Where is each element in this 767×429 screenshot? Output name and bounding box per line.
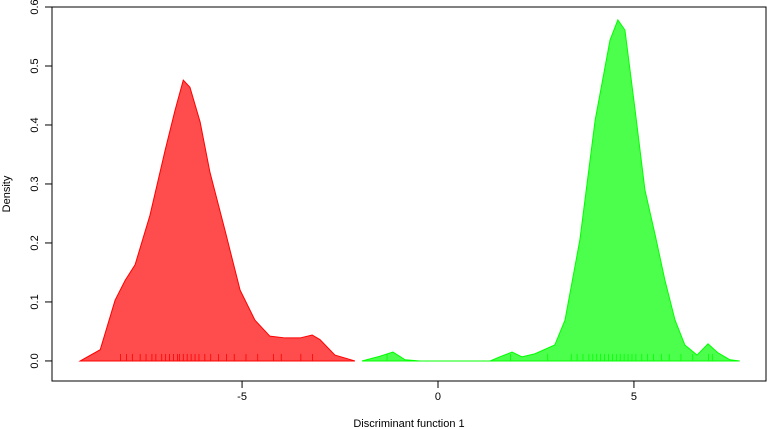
y-axis-title: Density [1, 175, 13, 212]
density-area [361, 18, 740, 362]
x-tick-label: 0 [435, 391, 441, 403]
y-tick-label: 0.5 [29, 58, 41, 73]
y-tick-label: 0.0 [29, 353, 41, 368]
x-tick-label: 5 [631, 391, 637, 403]
y-tick-label: 0.4 [29, 117, 41, 132]
y-tick-label: 0.3 [29, 176, 41, 191]
x-axis-title: Discriminant function 1 [353, 418, 464, 429]
x-tick-label: -5 [237, 391, 247, 403]
y-tick-label: 0.1 [29, 294, 41, 309]
y-tick-label: 0.2 [29, 235, 41, 250]
y-tick-label: 0.6 [29, 0, 41, 15]
density-area [78, 79, 356, 362]
